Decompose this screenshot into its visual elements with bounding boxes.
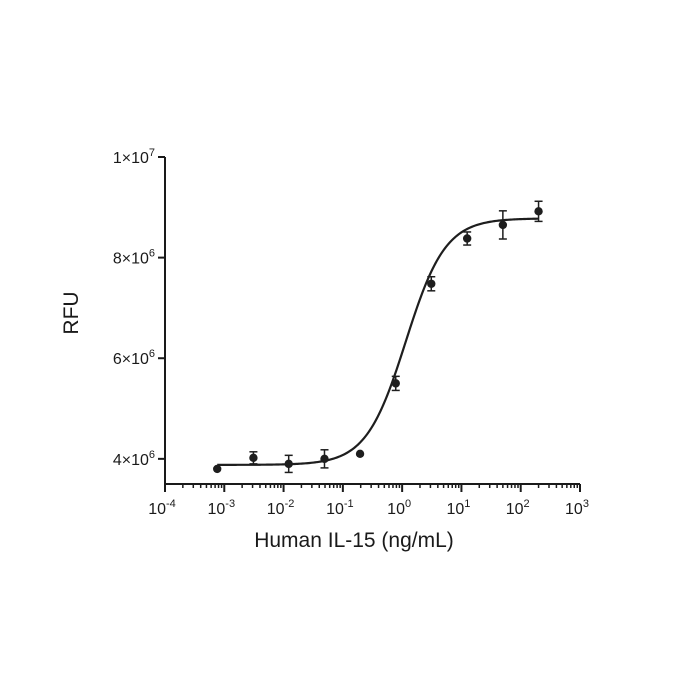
data-point (320, 454, 329, 464)
x-tick-label: 101 (446, 498, 470, 518)
y-tick-label: 4×106 (113, 449, 155, 469)
data-point (355, 449, 365, 459)
x-tick-label: 100 (387, 498, 411, 518)
x-axis-ticks: 10-4 10-3 10-2 10-1 100 101 102 103 (148, 484, 589, 518)
data-point (427, 279, 436, 288)
x-tick-label: 10-4 (148, 498, 176, 518)
data-point (534, 207, 543, 216)
x-tick-label: 103 (565, 498, 589, 518)
y-tick-label: 1×107 (113, 147, 155, 167)
data-points (213, 200, 543, 474)
data-point (462, 234, 472, 243)
fit-curve (217, 217, 539, 466)
y-tick-label: 8×106 (113, 248, 155, 268)
x-tick-label: 102 (506, 498, 530, 518)
data-point (391, 379, 400, 388)
data-point (213, 464, 222, 474)
y-axis-title: RFU (60, 291, 83, 334)
x-axis-title: Human IL-15 (ng/mL) (254, 529, 454, 552)
x-tick-label: 10-3 (207, 498, 235, 518)
y-axis-ticks: 4×106 6×106 8×106 1×107 (113, 147, 165, 469)
x-tick-label: 10-1 (326, 498, 354, 518)
y-tick-label: 6×106 (113, 348, 155, 368)
data-point (249, 453, 258, 463)
data-point (284, 459, 293, 469)
data-point (498, 220, 508, 230)
axes (164, 157, 580, 485)
x-tick-label: 10-2 (267, 498, 295, 518)
